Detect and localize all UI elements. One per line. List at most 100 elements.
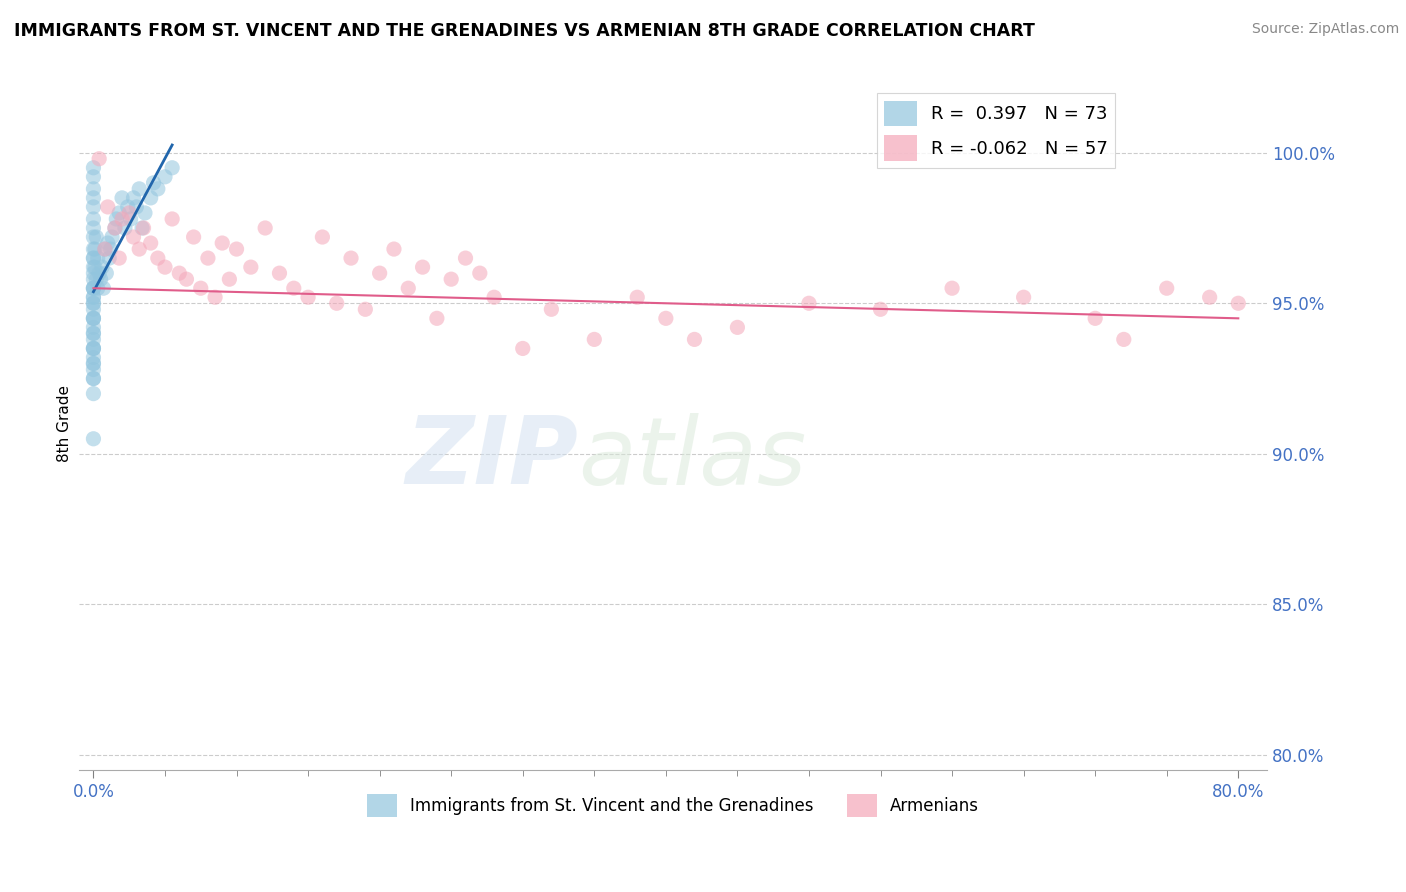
Point <box>283 281 305 295</box>
Point <box>94 242 117 256</box>
Point <box>132 221 155 235</box>
Point <box>482 290 505 304</box>
Point <box>82 386 104 401</box>
Point <box>218 272 240 286</box>
Point <box>139 235 162 250</box>
Point <box>108 206 131 220</box>
Point <box>82 191 104 205</box>
Point <box>82 272 104 286</box>
Text: Source: ZipAtlas.com: Source: ZipAtlas.com <box>1251 22 1399 37</box>
Point <box>131 221 153 235</box>
Text: atlas: atlas <box>578 413 806 504</box>
Point <box>583 333 606 347</box>
Point <box>340 251 363 265</box>
Point <box>91 260 114 274</box>
Point <box>82 290 104 304</box>
Point <box>540 302 562 317</box>
Point <box>655 311 678 326</box>
Point <box>93 281 115 295</box>
Point <box>512 342 534 356</box>
Point <box>82 320 104 334</box>
Point <box>82 266 104 280</box>
Point <box>82 342 104 356</box>
Point <box>82 281 104 295</box>
Point <box>82 357 104 371</box>
Point <box>82 371 104 385</box>
Point <box>134 206 156 220</box>
Point <box>354 302 377 317</box>
Point <box>128 242 150 256</box>
Point <box>1156 281 1178 295</box>
Point <box>122 230 145 244</box>
Point <box>83 260 105 274</box>
Point <box>297 290 319 304</box>
Point <box>82 311 104 326</box>
Point <box>82 371 104 385</box>
Point <box>82 182 104 196</box>
Point <box>90 272 112 286</box>
Point <box>176 272 198 286</box>
Point <box>204 290 226 304</box>
Point <box>82 161 104 175</box>
Point <box>125 200 148 214</box>
Point <box>440 272 463 286</box>
Point <box>82 251 104 265</box>
Point <box>325 296 347 310</box>
Point <box>82 432 104 446</box>
Legend: Immigrants from St. Vincent and the Grenadines, Armenians: Immigrants from St. Vincent and the Gren… <box>360 787 986 824</box>
Point <box>82 342 104 356</box>
Point <box>83 242 105 256</box>
Point <box>869 302 891 317</box>
Point <box>82 211 104 226</box>
Point <box>82 251 104 265</box>
Point <box>105 211 128 226</box>
Point <box>82 169 104 184</box>
Point <box>82 221 104 235</box>
Point <box>94 242 117 256</box>
Point <box>225 242 247 256</box>
Point <box>82 200 104 214</box>
Point <box>82 242 104 256</box>
Point <box>1227 296 1250 310</box>
Point <box>82 230 104 244</box>
Point <box>412 260 434 274</box>
Point <box>142 176 165 190</box>
Point <box>211 235 233 250</box>
Point <box>84 272 107 286</box>
Point <box>84 230 107 244</box>
Point <box>368 266 391 280</box>
Point <box>114 221 136 235</box>
Point <box>396 281 419 295</box>
Point <box>468 266 491 280</box>
Point <box>1012 290 1035 304</box>
Point <box>98 251 121 265</box>
Point <box>725 320 748 334</box>
Point <box>239 260 262 274</box>
Point <box>82 296 104 310</box>
Point <box>183 230 205 244</box>
Point <box>82 326 104 341</box>
Point <box>941 281 963 295</box>
Point <box>82 342 104 356</box>
Point <box>82 362 104 376</box>
Y-axis label: 8th Grade: 8th Grade <box>58 385 72 462</box>
Point <box>190 281 212 295</box>
Point <box>146 251 169 265</box>
Point <box>96 266 118 280</box>
Point <box>82 333 104 347</box>
Point <box>153 260 176 274</box>
Point <box>97 235 120 250</box>
Point <box>87 251 110 265</box>
Point <box>100 242 122 256</box>
Point <box>82 326 104 341</box>
Point <box>111 211 134 226</box>
Point <box>82 296 104 310</box>
Point <box>160 161 183 175</box>
Point <box>169 266 191 280</box>
Point <box>254 221 277 235</box>
Point <box>120 211 142 226</box>
Point <box>104 221 127 235</box>
Point <box>82 351 104 365</box>
Point <box>117 200 139 214</box>
Point <box>128 182 150 196</box>
